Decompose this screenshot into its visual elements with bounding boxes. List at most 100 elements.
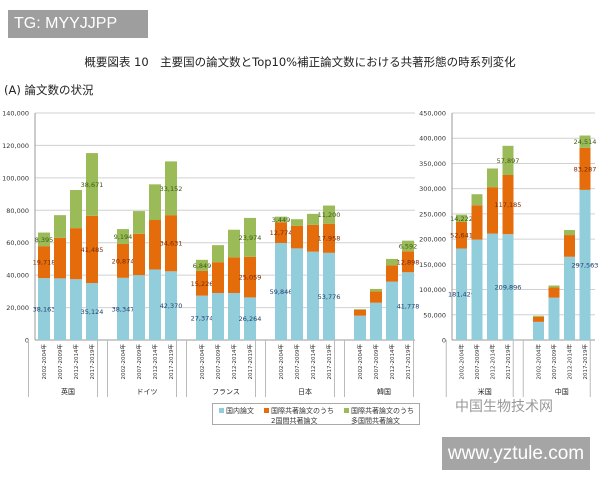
bar-segment	[244, 297, 256, 340]
bar-segment	[38, 278, 50, 340]
bar-segment	[579, 135, 591, 148]
x-tick-label: 2002-2004年	[119, 344, 127, 380]
bar-segment	[196, 295, 208, 340]
bar-segment	[196, 270, 208, 296]
y-tick-label: 250,000	[419, 210, 446, 218]
legend-label: 国際共著論文のうち 多国間共著論文	[351, 407, 414, 425]
group-label: 韓国	[377, 387, 391, 396]
y-tick-label: 200,000	[419, 236, 446, 244]
bar-segment	[402, 272, 414, 340]
y-tick-label: 350,000	[419, 160, 446, 168]
bar-segment	[487, 187, 498, 234]
bar-segment	[564, 235, 575, 257]
data-label: 41,778	[397, 303, 420, 311]
group-label: ドイツ	[137, 388, 158, 396]
y-tick-label: 140,000	[2, 110, 29, 118]
bar-segment	[548, 285, 560, 288]
x-tick-label: 2007-2009年	[293, 344, 301, 380]
data-label: 9,194	[114, 233, 133, 241]
data-label: 53,776	[318, 293, 341, 301]
x-tick-label: 2012-2014年	[72, 344, 80, 380]
group-label: 中国	[555, 387, 569, 396]
bar-segment	[307, 251, 319, 340]
legend: 国内論文 国際共著論文のうち 2国間共著論文 国際共著論文のうち 多国間共著論文	[212, 403, 420, 425]
bar-segment	[149, 220, 161, 270]
data-label: 117,185	[495, 201, 522, 209]
bar-segment	[564, 230, 575, 236]
bar-segment	[275, 216, 287, 223]
bar-segment	[354, 315, 366, 340]
bar-segment	[196, 259, 208, 271]
x-tick-label: 2007-2009年	[473, 344, 481, 380]
y-tick-label: 150,000	[419, 261, 446, 269]
legend-label: 国際共著論文のうち 2国間共著論文	[271, 407, 334, 425]
y-tick-label: 120,000	[2, 142, 29, 150]
legend-item: 国際共著論文のうち 多国間共著論文	[344, 406, 414, 425]
bar-segment	[38, 232, 50, 247]
y-tick-label: 60,000	[6, 239, 29, 247]
x-tick-label: 2002-2004年	[535, 344, 543, 380]
data-label: 24,514	[574, 138, 597, 146]
bar-segment	[149, 269, 161, 340]
data-label: 26,264	[239, 315, 262, 323]
bar-segment	[487, 168, 498, 188]
bar-segment	[54, 278, 66, 340]
bar-segment	[456, 248, 467, 340]
bar-segment	[548, 297, 560, 340]
chart-title: 概要図表 10 主要国の論文数とTop10%補正論文数における共著形態の時系列変…	[84, 55, 516, 69]
data-label: 57,897	[497, 157, 520, 165]
bar-segment	[370, 291, 382, 303]
x-tick-label: 2007-2009年	[372, 344, 380, 380]
y-tick-label: 50,000	[423, 311, 446, 319]
x-tick-label: 2012-2014年	[388, 344, 396, 380]
y-tick-label: 100,000	[2, 174, 29, 182]
bar-segment	[165, 161, 177, 216]
x-tick-label: 2017-2019年	[404, 344, 412, 380]
x-tick-label: 2017-2019年	[504, 344, 512, 380]
bar-segment	[244, 217, 256, 257]
group-label: フランス	[212, 388, 240, 396]
bar-segment	[133, 275, 145, 340]
bar-segment	[579, 189, 591, 340]
bar-segment	[370, 302, 382, 340]
x-tick-label: 2007-2009年	[214, 344, 222, 380]
x-tick-label: 2012-2014年	[309, 344, 317, 380]
data-label: 41,485	[81, 246, 104, 254]
bar-segment	[275, 242, 287, 340]
y-tick-label: 20,000	[6, 304, 29, 312]
bar-segment	[502, 175, 514, 235]
bar-segment	[456, 221, 467, 249]
data-label: 12,774	[270, 229, 293, 237]
data-label: 8,395	[35, 236, 54, 244]
bar-segment	[487, 233, 498, 340]
group-label: 日本	[298, 387, 312, 396]
data-label: 38,347	[112, 305, 135, 313]
data-label: 12,898	[397, 258, 420, 266]
bar-segment	[307, 224, 319, 252]
y-tick-label: 0	[442, 337, 446, 345]
bar-segment	[275, 222, 287, 243]
x-tick-label: 2012-2014年	[489, 344, 497, 380]
bar-segment	[471, 239, 483, 340]
bar-segment	[133, 233, 145, 276]
bar-segment	[70, 190, 82, 229]
bar-segment	[228, 292, 240, 340]
y-tick-label: 100,000	[419, 286, 446, 294]
x-tick-label: 2007-2009年	[135, 344, 143, 380]
bar-segment	[323, 223, 335, 253]
bar-segment	[307, 213, 319, 225]
legend-swatch	[344, 408, 349, 413]
bar-segment	[502, 234, 514, 340]
bar-segment	[149, 184, 161, 221]
bar-segment	[70, 279, 82, 340]
bar-segment	[86, 153, 98, 216]
x-tick-label: 2007-2009年	[550, 344, 558, 380]
x-tick-label: 2017-2019年	[246, 344, 254, 380]
bar-segment	[212, 262, 224, 293]
bar-segment	[165, 215, 177, 272]
bar-segment	[386, 265, 398, 282]
x-tick-label: 2007-2009年	[56, 344, 64, 380]
bar-segment	[86, 283, 98, 340]
bar-segment	[38, 246, 50, 279]
x-tick-label: 2002-2004年	[40, 344, 48, 380]
